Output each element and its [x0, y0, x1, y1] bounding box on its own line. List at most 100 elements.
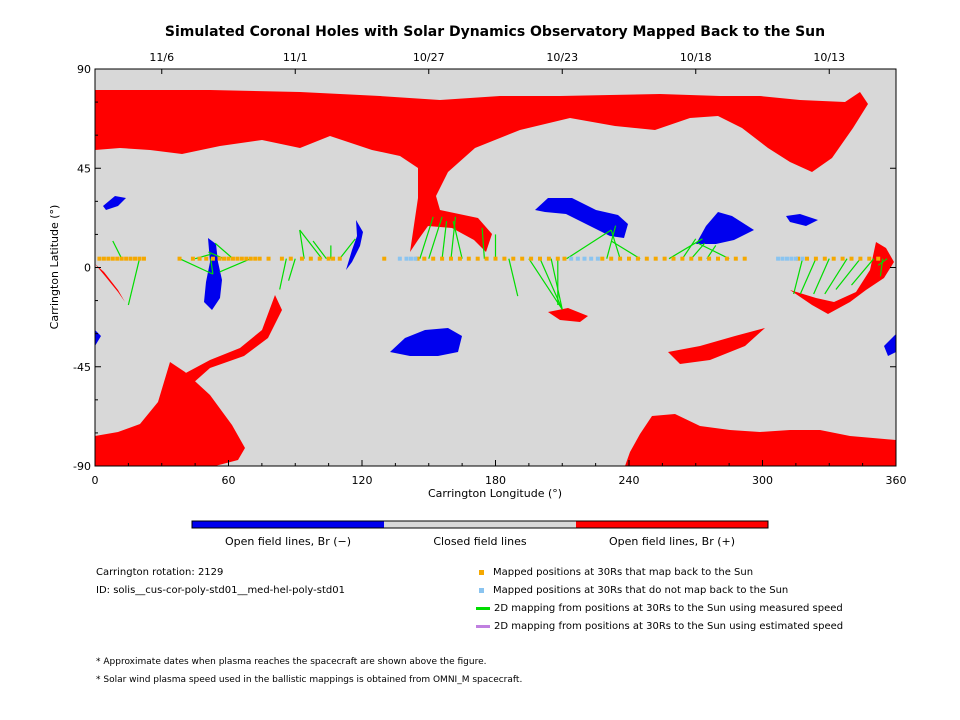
colorbar-positive	[576, 521, 768, 528]
mapped-point-57	[627, 256, 631, 261]
footnote-speed: * Solar wind plasma speed used in the ba…	[96, 675, 523, 685]
mapping-line-43	[877, 258, 888, 266]
unmapped-point-3	[413, 256, 418, 261]
footnote-dates: * Approximate dates when plasma reaches …	[96, 657, 487, 667]
mapped-point-15	[210, 256, 215, 261]
mapped-point-64	[689, 256, 694, 261]
mapping-line-32	[681, 238, 697, 260]
mapping-line-27	[566, 229, 612, 260]
run-id-text: ID: solis__cus-cor-poly-std01__med-hel-p…	[96, 585, 345, 596]
unmapped-point-14	[800, 256, 805, 261]
mapping-line-34	[706, 245, 717, 260]
mapped-point-6	[124, 256, 129, 261]
mapped-point-28	[288, 256, 293, 261]
mapping-line-18	[450, 216, 457, 259]
south-polar-red-region-west	[95, 362, 245, 466]
x-tick-label-0: 0	[92, 474, 99, 487]
mapped-point-52	[555, 256, 560, 261]
legend-marker-unmapped	[479, 588, 484, 593]
mapping-line-39	[824, 258, 848, 295]
blue-arc-110	[346, 220, 363, 270]
mapped-point-7	[128, 256, 133, 261]
legend-label-measured: 2D mapping from positions at 30Rs to the…	[494, 603, 843, 614]
mapped-point-32	[326, 256, 331, 261]
mapping-line-17	[441, 221, 448, 259]
mapped-point-41	[457, 256, 462, 261]
red-patch-southeast	[790, 242, 894, 314]
mapped-point-46	[502, 256, 507, 261]
mapped-point-44	[484, 256, 489, 261]
colorbar-negative	[192, 521, 384, 528]
mapping-line-16	[428, 216, 443, 259]
mapped-point-37	[422, 256, 427, 261]
mapped-point-72	[805, 256, 809, 261]
red-patch-south-central	[548, 308, 588, 322]
mapped-point-22	[244, 256, 249, 261]
legend-marker-mapped	[479, 570, 484, 575]
unmapped-point-13	[793, 256, 798, 261]
mapped-point-30	[308, 256, 313, 261]
mapped-point-29	[299, 256, 304, 261]
mapping-line-23	[528, 258, 563, 310]
mapped-point-49	[529, 256, 534, 261]
mapped-point-59	[644, 256, 649, 261]
unmapped-points	[397, 256, 805, 261]
mapped-point-25	[257, 256, 262, 261]
mapped-point-16	[217, 256, 222, 261]
mapping-line-24	[539, 258, 563, 310]
red-patch-east	[668, 328, 765, 364]
rotation-text: Carrington rotation: 2129	[96, 567, 224, 578]
colorbar-label-closed: Closed field lines	[433, 535, 527, 548]
mapped-point-40	[449, 256, 453, 261]
mapped-point-56	[618, 256, 623, 261]
mapped-point-58	[635, 256, 640, 261]
mapped-point-65	[698, 256, 703, 261]
mapping-line-0	[112, 240, 123, 259]
mapped-point-55	[609, 256, 614, 261]
legend-line-measured	[476, 607, 490, 610]
map-area	[94, 68, 897, 467]
mapped-point-80	[876, 256, 881, 261]
top-date-label-2: 10/27	[413, 51, 445, 64]
mapped-point-31	[317, 256, 322, 261]
blue-patch-south-central	[390, 328, 462, 356]
unmapped-point-1	[404, 256, 409, 261]
legend-label-mapped: Mapped positions at 30Rs that map back t…	[493, 567, 754, 578]
mapped-point-76	[840, 256, 845, 261]
blue-patch-north-central	[535, 198, 628, 238]
x-ticks: 0 60 120 180 240 300 360	[92, 460, 907, 487]
unmapped-point-0	[397, 256, 402, 261]
top-date-label-5: 10/13	[813, 51, 845, 64]
x-tick-label-2: 120	[352, 474, 373, 487]
mapped-point-70	[742, 256, 747, 261]
mapping-line-4	[210, 258, 214, 275]
mapped-point-13	[197, 256, 202, 261]
mapped-point-63	[680, 256, 685, 261]
mapping-line-41	[851, 258, 875, 286]
unmapped-point-5	[575, 256, 580, 261]
mapped-point-78	[858, 256, 863, 261]
mapped-point-26	[266, 256, 271, 261]
mapped-point-62	[671, 256, 676, 261]
mapping-line-6	[214, 242, 234, 260]
mapped-point-0	[97, 256, 102, 261]
mapped-point-48	[520, 256, 525, 261]
mapping-line-7	[219, 258, 251, 273]
y-tick-label-3: -45	[73, 361, 91, 374]
mapping-line-30	[610, 240, 641, 260]
top-date-label-4: 10/18	[680, 51, 712, 64]
mapped-point-17	[222, 256, 227, 261]
blue-patch-east-edge	[884, 334, 896, 356]
mapped-point-51	[546, 256, 551, 261]
mapped-point-3	[110, 256, 115, 261]
unmapped-point-10	[780, 256, 785, 261]
mapping-line-10	[299, 229, 305, 259]
mapped-point-8	[133, 256, 138, 261]
mapped-point-61	[662, 256, 667, 261]
legend-label-estimated: 2D mapping from positions at 30Rs to the…	[494, 621, 844, 632]
mapping-line-1	[127, 258, 141, 306]
mapped-point-1	[101, 256, 106, 261]
mapped-point-33	[331, 256, 336, 261]
mapped-point-36	[415, 256, 420, 261]
